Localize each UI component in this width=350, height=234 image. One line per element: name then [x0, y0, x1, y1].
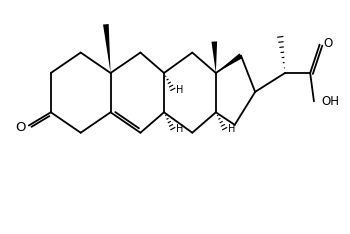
Polygon shape — [211, 41, 217, 73]
Text: H: H — [228, 124, 235, 134]
Text: O: O — [323, 37, 332, 50]
Text: H: H — [176, 124, 183, 134]
Text: OH: OH — [321, 95, 339, 108]
Text: H: H — [176, 85, 183, 95]
Text: O: O — [16, 121, 26, 134]
Polygon shape — [103, 24, 111, 73]
Polygon shape — [216, 53, 243, 73]
